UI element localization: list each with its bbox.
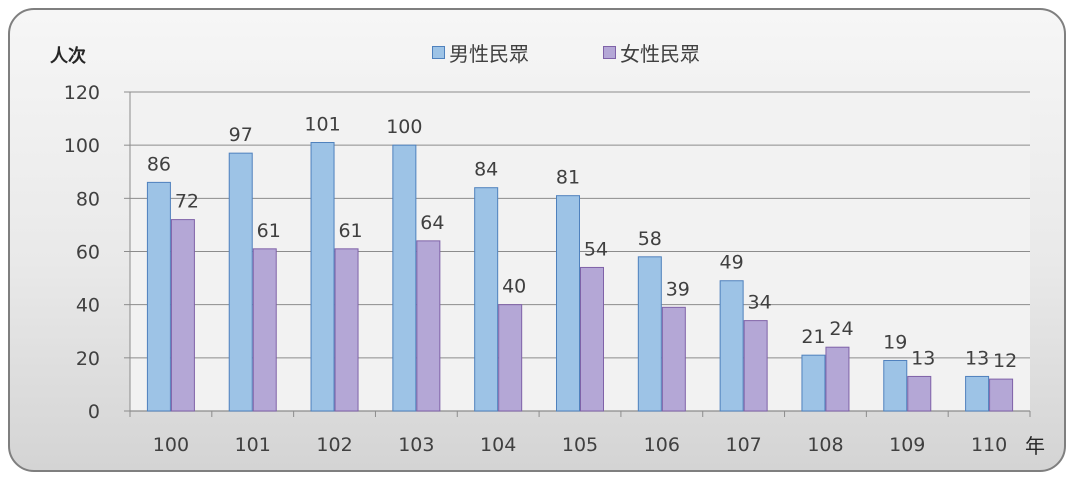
legend-swatch-female — [603, 46, 616, 59]
data-label-male: 97 — [229, 124, 253, 146]
data-label-male: 100 — [386, 116, 422, 138]
data-label-female: 64 — [420, 212, 444, 234]
data-label-female: 24 — [829, 318, 853, 340]
data-label-male: 21 — [801, 326, 825, 348]
bar-male — [392, 144, 417, 412]
bar-male — [801, 354, 826, 412]
y-tick-label: 60 — [76, 242, 100, 264]
data-label-female: 54 — [584, 238, 608, 260]
x-tick-label: 101 — [235, 434, 271, 456]
bar-female — [989, 378, 1014, 412]
data-label-male: 84 — [474, 159, 498, 181]
bar-male — [228, 152, 253, 412]
data-label-female: 34 — [748, 292, 772, 314]
bar-male — [637, 256, 662, 412]
data-label-female: 39 — [666, 278, 690, 300]
legend-item-male: 男性民眾 — [432, 38, 529, 67]
bar-male — [310, 142, 335, 412]
bar-female — [661, 306, 686, 412]
x-tick-label: 102 — [316, 434, 352, 456]
bar-male — [556, 195, 580, 412]
x-tick-label: 107 — [726, 434, 762, 456]
data-label-male: 81 — [556, 167, 580, 189]
x-axis-unit-label: 年 — [1025, 434, 1045, 458]
x-tick-label: 106 — [644, 434, 680, 456]
bar-female — [416, 240, 441, 412]
data-label-female: 12 — [993, 350, 1017, 372]
y-tick-label: 20 — [76, 348, 100, 370]
bar-female — [907, 375, 932, 412]
data-label-female: 13 — [911, 347, 935, 369]
data-label-male: 101 — [304, 114, 340, 136]
x-tick-label: 110 — [971, 434, 1007, 456]
y-axis-unit-label: 人次 — [50, 46, 86, 67]
bar-female — [498, 304, 523, 412]
data-label-male: 19 — [883, 331, 907, 353]
y-tick-label: 40 — [76, 295, 100, 317]
y-tick-label: 0 — [88, 401, 100, 423]
bar-male — [883, 359, 908, 412]
data-label-male: 13 — [965, 347, 989, 369]
y-tick-label: 100 — [64, 135, 100, 157]
legend-label-female: 女性民眾 — [620, 42, 700, 66]
legend-swatch-male — [432, 46, 445, 59]
bar-female — [170, 219, 195, 412]
x-tick-label: 100 — [153, 434, 189, 456]
bar-female — [252, 248, 277, 412]
bar-female — [743, 320, 768, 412]
data-label-female: 40 — [502, 276, 526, 298]
bar-male — [474, 187, 499, 412]
x-tick-label: 103 — [398, 434, 434, 456]
bar-female — [334, 248, 359, 412]
data-label-female: 61 — [338, 220, 362, 242]
y-tick-label: 120 — [64, 82, 100, 104]
data-label-male: 58 — [638, 228, 662, 250]
bar-female — [825, 346, 850, 412]
data-label-male: 49 — [720, 252, 744, 274]
x-tick-label: 105 — [562, 434, 598, 456]
bar-male — [965, 375, 990, 412]
bar-male — [146, 181, 171, 412]
x-tick-label: 108 — [807, 434, 843, 456]
y-tick-label: 80 — [76, 188, 100, 210]
data-label-female: 61 — [257, 220, 281, 242]
data-label-female: 72 — [175, 191, 199, 213]
x-tick-label: 109 — [889, 434, 925, 456]
legend-label-male: 男性民眾 — [449, 42, 529, 66]
data-label-male: 86 — [147, 153, 171, 175]
x-tick-label: 104 — [480, 434, 516, 456]
bar-male — [719, 280, 744, 412]
bar-female — [580, 266, 604, 412]
legend-item-female: 女性民眾 — [603, 38, 700, 67]
